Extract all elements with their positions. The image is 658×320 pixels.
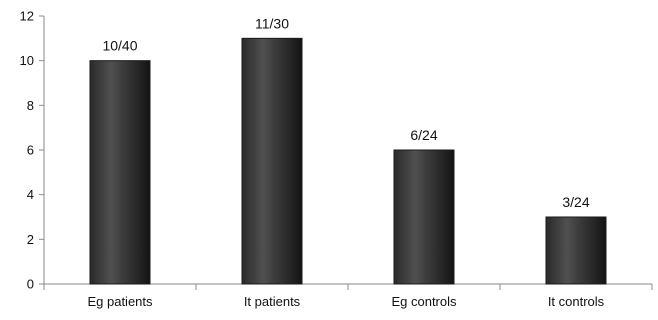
- bar: [89, 60, 151, 285]
- x-tick-label: Eg controls: [391, 294, 457, 309]
- x-axis: Eg patients It patients Eg controls It cont…: [43, 283, 653, 309]
- y-tick-label: 0: [27, 277, 34, 292]
- y-tick-label: 8: [27, 98, 34, 113]
- y-tick-label: 2: [27, 232, 34, 247]
- bar: [393, 149, 455, 285]
- y-tick-label: 10: [20, 53, 34, 68]
- x-tick-label: Eg patients: [87, 294, 153, 309]
- data-labels: 10/40 11/30 6/24 3/24: [102, 15, 589, 210]
- bar: [545, 216, 607, 285]
- y-axis: 0 2 4 6 8 10 12: [20, 9, 45, 292]
- y-tick-label: 12: [20, 9, 34, 24]
- bar: [241, 37, 303, 285]
- y-tick-label: 4: [27, 187, 34, 202]
- bar-series: [89, 37, 607, 285]
- bar-data-label: 10/40: [102, 38, 137, 54]
- bar-data-label: 3/24: [562, 194, 589, 210]
- bar-data-label: 11/30: [255, 15, 289, 31]
- x-tick-label: It controls: [548, 294, 605, 309]
- bar-data-label: 6/24: [410, 127, 437, 143]
- x-tick-label: It patients: [244, 294, 301, 309]
- y-tick-label: 6: [27, 143, 34, 158]
